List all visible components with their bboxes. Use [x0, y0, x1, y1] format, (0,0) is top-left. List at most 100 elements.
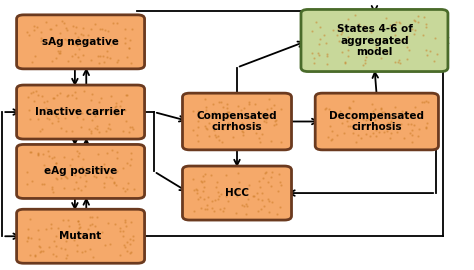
Point: [44, 149, 52, 153]
Point: [97, 96, 104, 100]
Point: [348, 117, 356, 121]
Point: [73, 43, 81, 48]
Point: [265, 199, 273, 204]
Point: [373, 128, 380, 132]
Point: [72, 31, 79, 35]
Point: [377, 107, 384, 112]
Point: [48, 186, 56, 191]
Point: [209, 199, 216, 204]
Point: [95, 170, 102, 174]
Point: [217, 207, 224, 211]
Point: [112, 104, 120, 108]
Point: [73, 248, 81, 253]
Point: [56, 49, 64, 53]
Point: [393, 130, 401, 135]
Point: [48, 156, 56, 160]
Point: [60, 21, 67, 25]
Point: [123, 55, 131, 59]
Point: [277, 106, 285, 111]
Point: [111, 110, 119, 114]
Point: [403, 45, 410, 49]
Point: [110, 180, 118, 184]
Point: [261, 116, 269, 120]
Point: [35, 152, 42, 156]
Point: [95, 61, 103, 65]
Point: [74, 55, 82, 59]
Point: [114, 169, 121, 173]
Point: [239, 133, 246, 137]
FancyBboxPatch shape: [17, 209, 145, 263]
Point: [259, 110, 266, 115]
Point: [70, 42, 78, 46]
Point: [43, 99, 51, 103]
Point: [121, 41, 128, 45]
Point: [127, 237, 134, 241]
FancyBboxPatch shape: [17, 144, 145, 198]
Point: [94, 54, 101, 58]
Point: [430, 59, 438, 63]
Point: [194, 119, 202, 123]
Point: [236, 180, 243, 184]
Point: [190, 109, 197, 113]
Point: [245, 102, 252, 106]
Point: [70, 187, 78, 191]
Point: [35, 244, 43, 248]
Point: [344, 119, 351, 123]
Point: [34, 93, 42, 97]
Point: [414, 14, 421, 18]
Point: [210, 110, 218, 114]
Point: [270, 122, 278, 127]
Point: [42, 227, 50, 231]
Point: [251, 102, 258, 106]
Point: [423, 121, 430, 126]
Point: [103, 109, 111, 113]
Point: [256, 140, 264, 144]
Point: [197, 206, 204, 210]
Point: [86, 214, 93, 219]
Point: [200, 197, 208, 201]
Point: [223, 110, 230, 114]
Text: Inactive carrier: Inactive carrier: [36, 107, 126, 117]
Point: [104, 126, 111, 130]
Point: [240, 106, 247, 110]
Point: [390, 22, 398, 26]
Point: [73, 148, 81, 153]
Point: [62, 107, 69, 112]
Point: [50, 154, 58, 159]
Point: [249, 194, 257, 198]
Text: eAg positive: eAg positive: [44, 166, 117, 177]
Point: [195, 115, 203, 119]
Point: [93, 124, 100, 129]
Point: [226, 189, 234, 193]
Point: [190, 208, 198, 213]
Point: [82, 179, 90, 183]
Point: [49, 190, 56, 194]
Point: [79, 232, 87, 236]
Point: [419, 100, 426, 104]
Point: [74, 219, 82, 223]
Point: [23, 239, 31, 243]
Point: [237, 114, 244, 118]
Point: [323, 52, 331, 57]
Point: [123, 187, 130, 191]
Point: [26, 117, 34, 122]
Point: [89, 118, 96, 122]
Point: [250, 194, 257, 198]
Point: [371, 118, 379, 122]
Point: [54, 119, 62, 123]
Point: [262, 120, 269, 124]
Point: [101, 28, 109, 32]
Point: [46, 27, 54, 31]
Point: [336, 39, 343, 43]
Point: [356, 22, 363, 26]
Point: [342, 112, 349, 116]
Point: [31, 252, 38, 257]
Point: [374, 37, 382, 41]
Point: [258, 198, 266, 202]
Point: [121, 35, 128, 40]
Point: [75, 151, 83, 156]
Point: [57, 176, 64, 180]
Point: [378, 25, 385, 30]
Point: [222, 173, 229, 177]
Point: [336, 108, 344, 113]
